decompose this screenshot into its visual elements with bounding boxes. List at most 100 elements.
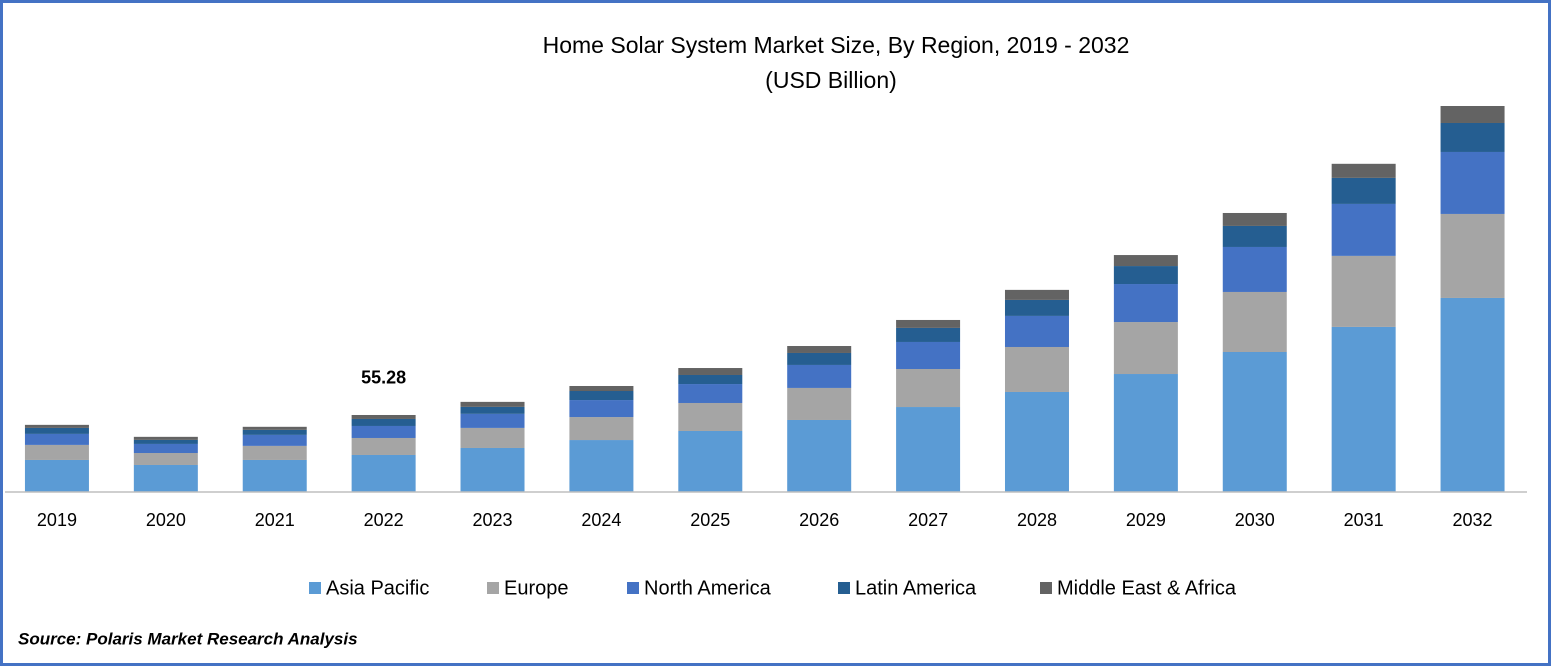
legend-label: Europe [504,577,569,599]
bar-segment [1440,106,1505,123]
bar-segment [1331,255,1396,327]
bar-segment [1004,289,1069,300]
bar-segment [24,424,89,428]
x-tick-label: 2020 [146,510,186,530]
bar-segment [351,425,416,438]
bar-segment [242,459,307,492]
bar-segment [460,401,525,407]
bar-segment [1440,297,1505,492]
bar-segment [133,452,198,465]
x-tick-label: 2029 [1126,510,1166,530]
bar-segment [1331,326,1396,492]
bar-segment [896,407,961,492]
bar-segment [1440,213,1505,298]
bar-segment [242,445,307,460]
x-tick-label: 2031 [1344,510,1384,530]
bar-segment [569,400,634,418]
data-label: 55.28 [361,368,406,388]
x-tick-label: 2032 [1453,510,1493,530]
bar-segment [460,413,525,428]
x-tick-label: 2023 [472,510,512,530]
bar-segment [460,447,525,492]
bar-segment [787,352,852,365]
bar-segment [1222,225,1287,247]
x-tick-label: 2025 [690,510,730,530]
bar-segment [1331,203,1396,256]
bar-segment [24,459,89,492]
bar-segment [1222,352,1287,492]
bar-segment [787,419,852,492]
legend-swatch [487,582,499,594]
bar-segment [1440,151,1505,214]
x-tick-label: 2026 [799,510,839,530]
bar-segment [133,443,198,453]
bar-segment [133,464,198,492]
bar-segment [1222,212,1287,226]
bar-segment [1440,122,1505,152]
legend-swatch [1040,582,1052,594]
chart-subtitle: (USD Billion) [765,67,897,93]
bar-segment [678,430,743,492]
x-tick-label: 2021 [255,510,295,530]
bar-segment [1331,163,1396,178]
bar-segment [896,327,961,342]
chart-title: Home Solar System Market Size, By Region… [543,32,1130,58]
x-tick-label: 2022 [364,510,404,530]
bar-segment [678,374,743,385]
bar-segment [1113,266,1178,285]
x-tick-label: 2024 [581,510,621,530]
legend-swatch [309,582,321,594]
bar-segment [351,454,416,492]
x-tick-label: 2019 [37,510,77,530]
legend-swatch [627,582,639,594]
bar-segment [1004,299,1069,316]
bar-segment [24,444,89,460]
bar-segment [678,368,743,375]
bar-segment [351,418,416,426]
bar-segment [351,437,416,455]
bar-segment [1113,322,1178,375]
bar-segment [1004,391,1069,492]
bar-segment [1113,255,1178,267]
bar-segment [1113,374,1178,492]
bar-segment [1331,177,1396,204]
bar-segment [787,364,852,388]
bar-segment [787,387,852,420]
bar-segment [133,439,198,444]
source: Source: Polaris Market Research Analysis [18,629,358,648]
legend-label: Middle East & Africa [1057,577,1237,599]
legend-label: Latin America [855,577,977,599]
bar-segment [133,436,198,440]
bar-segment [460,427,525,448]
bar-segment [678,384,743,403]
bar-segment [242,434,307,446]
x-tick-label: 2028 [1017,510,1057,530]
legend-swatch [838,582,850,594]
bar-segment [896,341,961,369]
bar-segment [896,368,961,408]
bar-segment [351,414,416,419]
bar-segment [1004,315,1069,347]
bar-segment [569,391,634,401]
x-tick-label: 2030 [1235,510,1275,530]
bar-segment [1222,291,1287,353]
bar-segment [678,402,743,431]
bar-segment [242,426,307,430]
legend-label: Asia Pacific [326,577,429,599]
bar-segment [787,346,852,353]
x-tick-label: 2027 [908,510,948,530]
bar-segment [569,440,634,492]
legend-label: North America [644,577,772,599]
bar-segment [24,433,89,445]
bar-segment [1113,284,1178,323]
bar-segment [569,417,634,441]
bar-segment [242,429,307,435]
bar-segment [24,427,89,434]
bar-segment [460,406,525,414]
bar-segment [1004,346,1069,392]
bar-segment [1222,246,1287,292]
bar-segment [569,385,634,392]
bar-segment [896,319,961,328]
